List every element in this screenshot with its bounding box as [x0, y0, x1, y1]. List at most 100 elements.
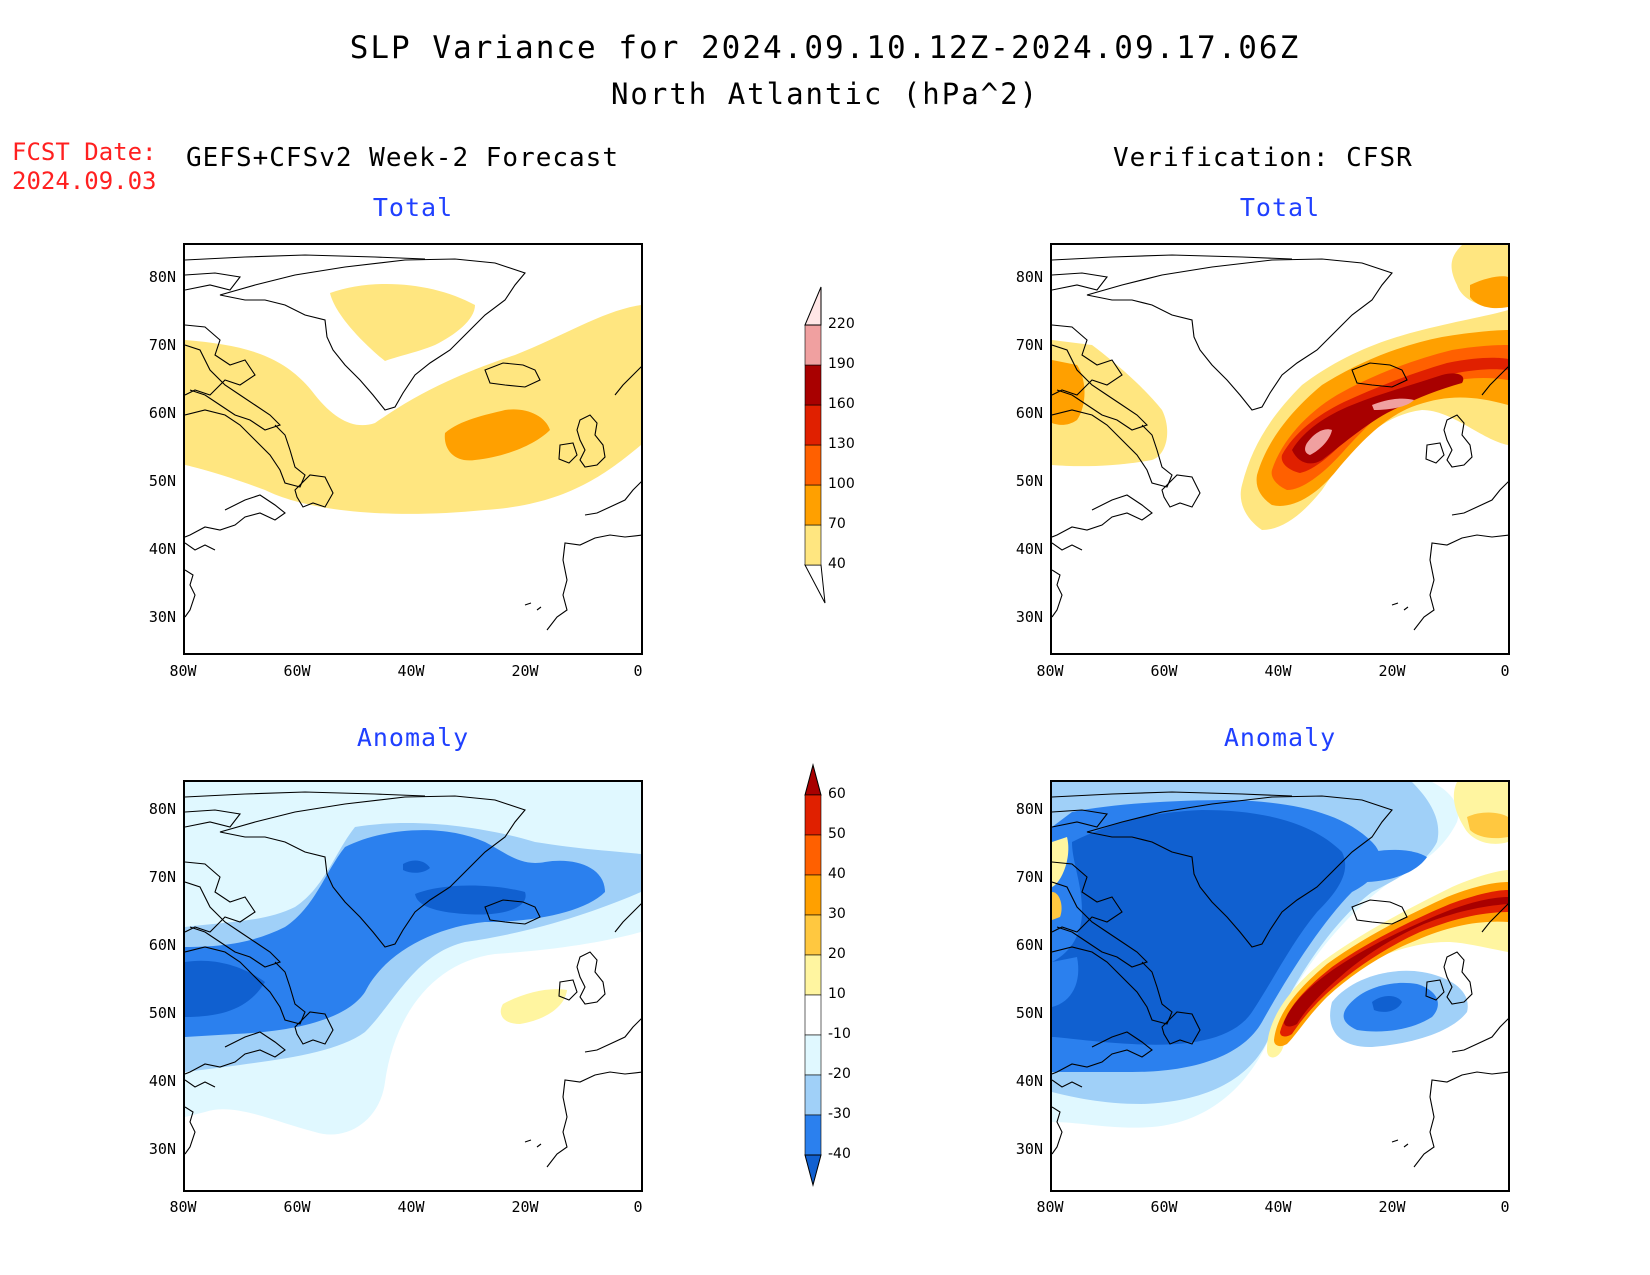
- colorbar-segment: [804, 1074, 822, 1116]
- lat-label: 40N: [148, 1072, 176, 1090]
- lon-label: 80W: [1036, 662, 1064, 680]
- lat-label: 60N: [1015, 404, 1043, 422]
- lon-label: 40W: [1264, 1198, 1292, 1216]
- forecast-total-title: Total: [372, 193, 454, 222]
- lon-label: 0: [1500, 662, 1510, 680]
- colorbar-tick-label: 40: [828, 556, 846, 572]
- colorbar-tick-label: 50: [828, 826, 846, 842]
- lon-label: 0: [1500, 1198, 1510, 1216]
- lat-label: 60N: [1015, 936, 1043, 954]
- contour-40-70-region: [185, 305, 641, 514]
- verification-anomaly-map: [1050, 780, 1510, 1192]
- lat-label: 50N: [1015, 472, 1043, 490]
- colorbar-tick-label: 40: [828, 866, 846, 882]
- total-colorbar: [804, 286, 826, 604]
- lat-label: 70N: [148, 868, 176, 886]
- contour-greenland-region: [330, 283, 475, 361]
- lon-label: 80W: [169, 1198, 197, 1216]
- lon-label: 60W: [283, 662, 311, 680]
- lat-label: 30N: [1015, 1140, 1043, 1158]
- lon-label: 80W: [169, 662, 197, 680]
- lat-label: 30N: [148, 608, 176, 626]
- lon-label: 60W: [1150, 662, 1178, 680]
- lat-label: 80N: [148, 268, 176, 286]
- forecast-column-header: GEFS+CFSv2 Week-2 Forecast: [186, 143, 619, 173]
- colorbar-segment: [804, 524, 822, 566]
- colorbar-segment: [804, 444, 822, 486]
- lat-label: 70N: [1015, 336, 1043, 354]
- lon-label: 0: [633, 662, 643, 680]
- lon-label: 80W: [1036, 1198, 1064, 1216]
- forecast-anomaly-map: [183, 780, 643, 1192]
- fcst-date-label: FCST Date:: [12, 138, 157, 166]
- lat-label: 70N: [1015, 868, 1043, 886]
- lat-label: 80N: [1015, 800, 1043, 818]
- lon-label: 0: [633, 1198, 643, 1216]
- lat-label: 50N: [148, 472, 176, 490]
- colorbar-tick-label: 220: [828, 316, 855, 332]
- lat-label: 40N: [148, 540, 176, 558]
- colorbar-top-tip: [804, 763, 822, 796]
- lon-label: 40W: [1264, 662, 1292, 680]
- colorbar-tick-label: 190: [828, 356, 855, 372]
- lat-label: 30N: [1015, 608, 1043, 626]
- colorbar-segment: [804, 1114, 822, 1156]
- colorbar-top-tip: [804, 286, 822, 326]
- chart-title: SLP Variance for 2024.09.10.12Z-2024.09.…: [349, 30, 1301, 66]
- colorbar-tick-label: 100: [828, 476, 855, 492]
- colorbar-bottom-tip: [804, 1154, 822, 1187]
- lat-label: 70N: [148, 336, 176, 354]
- colorbar-tick-label: 30: [828, 906, 846, 922]
- colorbar-segment: [804, 834, 822, 876]
- lat-label: 60N: [148, 936, 176, 954]
- lat-label: 40N: [1015, 1072, 1043, 1090]
- colorbar-segment: [804, 1034, 822, 1076]
- chart-subtitle: North Atlantic (hPa^2): [610, 77, 1040, 111]
- fcst-date-value: 2024.09.03: [12, 167, 157, 195]
- lat-label: 40N: [1015, 540, 1043, 558]
- colorbar-tick-label: 20: [828, 946, 846, 962]
- colorbar-tick-label: 60: [828, 786, 846, 802]
- colorbar-segment: [804, 794, 822, 836]
- forecast-total-map: [183, 243, 643, 655]
- lon-label: 20W: [1378, 1198, 1406, 1216]
- colorbar-segment: [804, 914, 822, 956]
- fcst-date-block: FCST Date: 2024.09.03: [12, 138, 157, 196]
- lon-label: 20W: [511, 1198, 539, 1216]
- colorbar-segment: [804, 994, 822, 1036]
- colorbar-segment: [804, 874, 822, 916]
- colorbar-tick-label: 10: [828, 986, 846, 1002]
- colorbar-segment: [804, 364, 822, 406]
- contour-70-100-region: [444, 409, 550, 461]
- lat-label: 50N: [148, 1004, 176, 1022]
- colorbar-bottom-tip: [804, 564, 826, 604]
- colorbar-segment: [804, 324, 822, 366]
- lon-label: 60W: [283, 1198, 311, 1216]
- colorbar-segment: [804, 954, 822, 996]
- colorbar-tick-label: -30: [828, 1106, 851, 1122]
- colorbar-segment: [804, 484, 822, 526]
- colorbar-tick-label: -20: [828, 1066, 851, 1082]
- verification-anomaly-title: Anomaly: [1223, 723, 1337, 752]
- lat-label: 30N: [148, 1140, 176, 1158]
- lat-label: 80N: [148, 800, 176, 818]
- lon-label: 40W: [397, 662, 425, 680]
- colorbar-tick-label: 160: [828, 396, 855, 412]
- colorbar-tick-label: 130: [828, 436, 855, 452]
- colorbar-tick-label: -40: [828, 1146, 851, 1162]
- anomaly-colorbar: [804, 763, 822, 1187]
- verification-column-header: Verification: CFSR: [1113, 143, 1413, 173]
- colorbar-tick-label: 70: [828, 516, 846, 532]
- colorbar-segment: [804, 404, 822, 446]
- lon-label: 60W: [1150, 1198, 1178, 1216]
- verification-total-title: Total: [1239, 193, 1321, 222]
- lon-label: 40W: [397, 1198, 425, 1216]
- lat-label: 80N: [1015, 268, 1043, 286]
- lat-label: 60N: [148, 404, 176, 422]
- forecast-anomaly-title: Anomaly: [356, 723, 470, 752]
- lat-label: 50N: [1015, 1004, 1043, 1022]
- colorbar-tick-label: -10: [828, 1026, 851, 1042]
- lon-label: 20W: [1378, 662, 1406, 680]
- lon-label: 20W: [511, 662, 539, 680]
- verification-total-map: [1050, 243, 1510, 655]
